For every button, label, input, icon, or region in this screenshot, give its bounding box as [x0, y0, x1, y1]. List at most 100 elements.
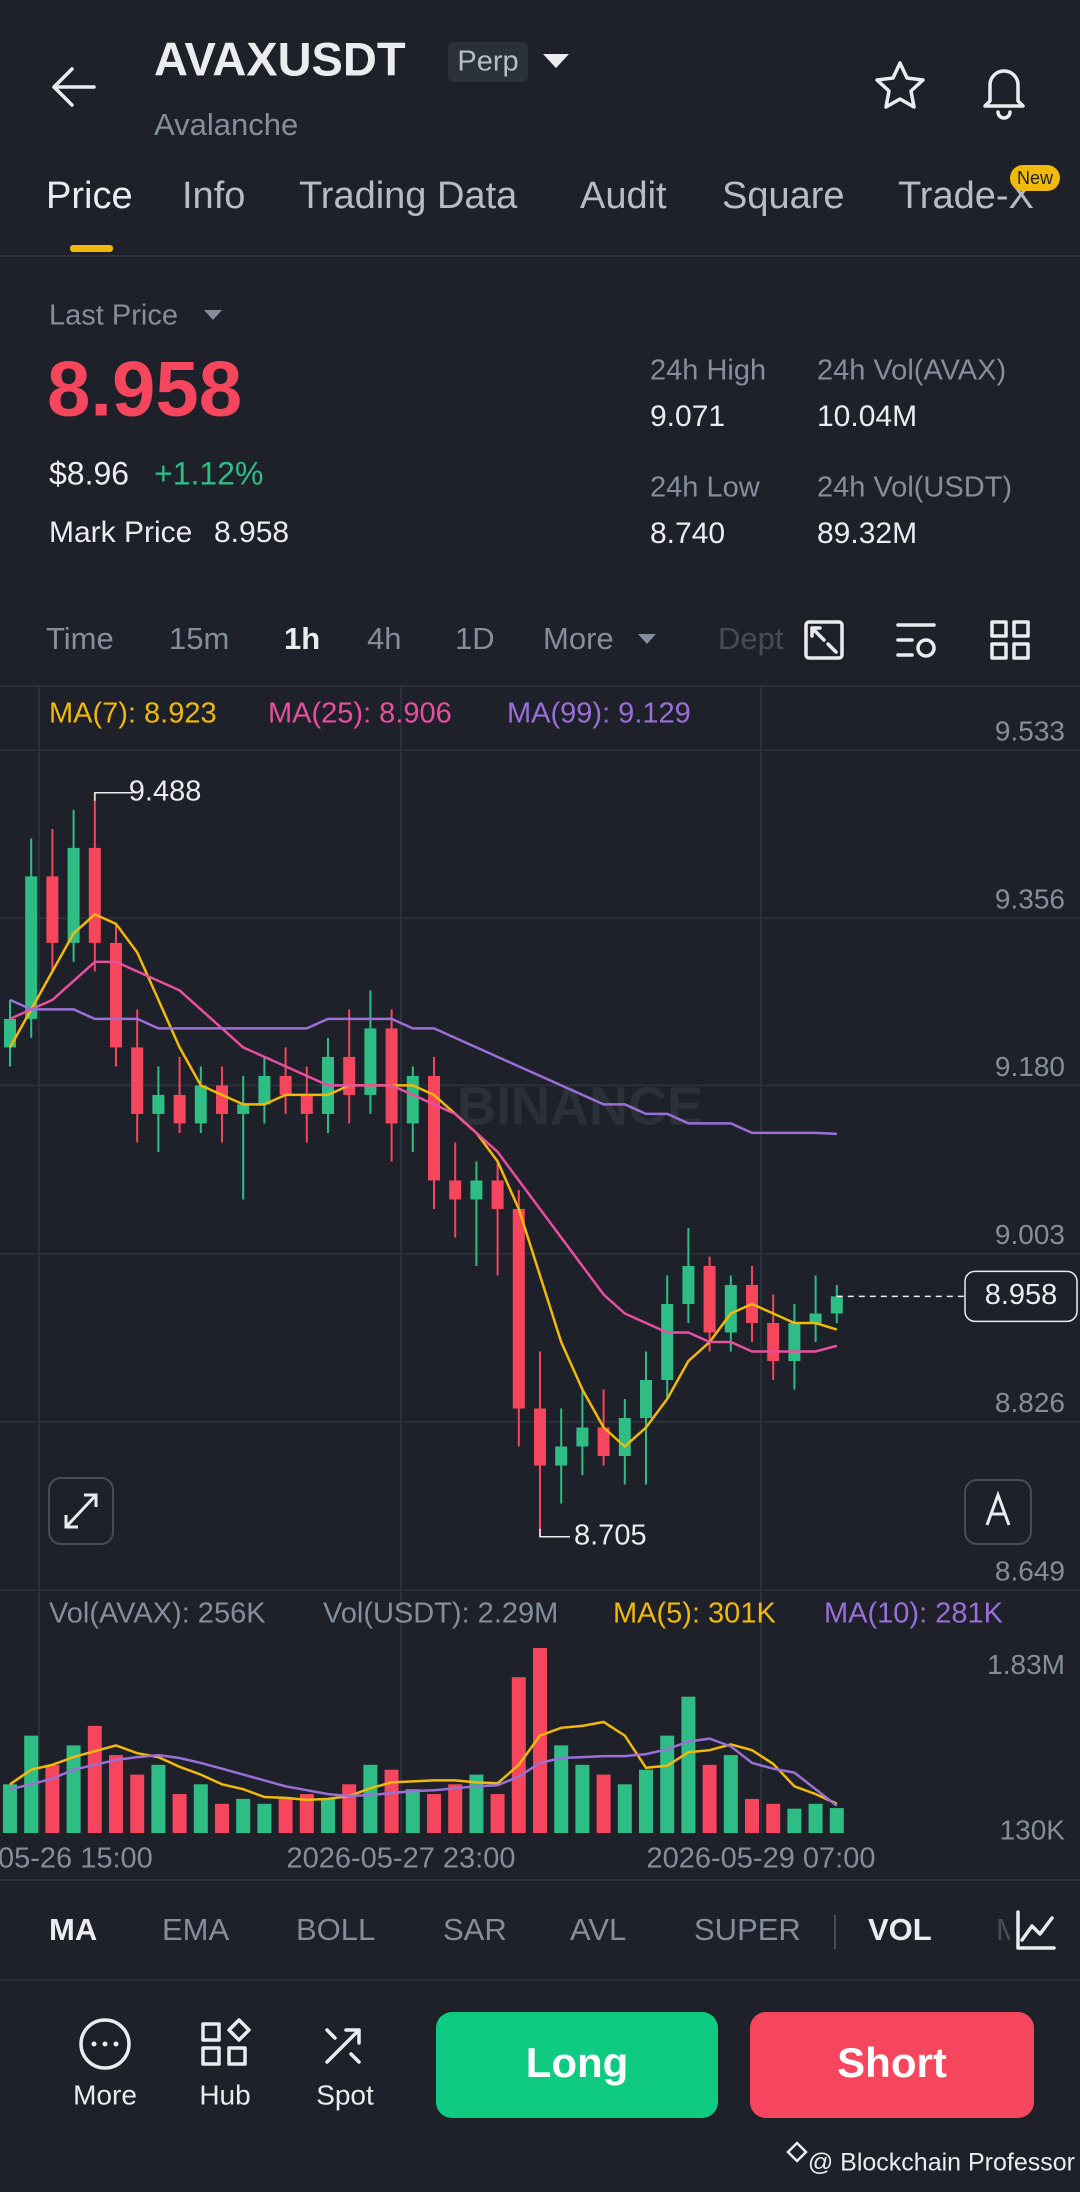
tab[interactable]: Square — [722, 175, 845, 217]
volume-bar — [660, 1735, 675, 1833]
volume-legend: Vol(AVAX): 256K — [49, 1598, 266, 1630]
long-button[interactable] — [436, 2012, 718, 2118]
volume-bar — [448, 1784, 463, 1833]
indicator[interactable]: SAR — [443, 1912, 507, 1947]
back-button[interactable] — [52, 67, 96, 107]
y-tick-label: 9.533 — [995, 715, 1065, 746]
candle-body — [46, 876, 59, 943]
stat-label: 24h Vol(AVAX) — [817, 355, 1006, 387]
volume-bar — [130, 1774, 145, 1833]
candle-body — [534, 1408, 546, 1466]
tab-indicator — [70, 245, 113, 252]
stat-value: 9.071 — [650, 400, 725, 433]
x-tick-label: 2026-05-27 23:00 — [287, 1843, 516, 1875]
volume-tick-label: 130K — [1000, 1815, 1066, 1846]
kline-chart: 9.533 9.356 9.180 9.003 8.826 8.649 BINANCE MA(… — [0, 687, 1080, 1875]
y-tick-label: 8.826 — [995, 1387, 1065, 1418]
volume-bar — [109, 1755, 123, 1833]
expand-button[interactable] — [48, 1477, 114, 1545]
volume-bar — [745, 1798, 759, 1833]
interval[interactable]: 1h — [284, 621, 320, 656]
tab[interactable]: Info — [182, 175, 245, 217]
low-leader — [539, 1528, 570, 1538]
short-label[interactable]: Short — [837, 2039, 947, 2086]
stat-label: 24h High — [650, 355, 766, 387]
volume-bar — [787, 1808, 802, 1833]
volume-bar — [723, 1755, 738, 1833]
candle-body — [110, 942, 122, 1048]
auto-button[interactable] — [964, 1479, 1032, 1545]
stat-label: 24h Vol(USDT) — [817, 472, 1012, 504]
candle-body — [67, 847, 80, 943]
indicator[interactable]: BOLL — [296, 1912, 375, 1947]
y-tick-label: 9.356 — [995, 884, 1065, 915]
volume-tick-label: 1.83M — [987, 1649, 1065, 1680]
new-badge — [1010, 165, 1060, 191]
interval[interactable]: 15m — [169, 621, 229, 656]
candle-body — [364, 1028, 377, 1095]
tab[interactable]: Trading Data — [299, 175, 518, 217]
toolbar-bg — [790, 610, 1080, 672]
more-dropdown[interactable] — [638, 634, 656, 644]
candle-body — [237, 1104, 250, 1114]
action-icons[interactable] — [79, 2018, 361, 2070]
indicator[interactable]: SUPER — [694, 1912, 801, 1947]
tab[interactable]: Audit — [580, 175, 667, 217]
divider — [0, 255, 1080, 257]
action-label[interactable]: Spot — [316, 2079, 374, 2110]
high-leader — [94, 792, 133, 801]
divider — [0, 685, 1080, 687]
volume-bar — [278, 1798, 293, 1833]
candle-body — [152, 1094, 165, 1114]
volume-bar — [257, 1803, 272, 1833]
tab[interactable]: Price — [46, 175, 133, 217]
y-tick-label: 8.649 — [995, 1555, 1065, 1586]
price-type-dropdown[interactable] — [204, 310, 222, 320]
volume-bar — [236, 1798, 251, 1833]
volume-bar — [808, 1803, 823, 1833]
interval[interactable]: More — [543, 621, 614, 656]
indicator[interactable]: EMA — [162, 1912, 230, 1947]
indicator[interactable]: AVL — [570, 1912, 626, 1947]
alert-button[interactable] — [983, 69, 1025, 120]
action-label[interactable]: More — [73, 2079, 137, 2110]
symbol-dropdown[interactable] — [543, 54, 569, 68]
indicator[interactable]: MA — [49, 1912, 97, 1947]
candle-body — [343, 1056, 356, 1095]
last-price: 8.958 — [47, 345, 242, 433]
candle-body — [788, 1322, 801, 1361]
candle-body — [555, 1446, 568, 1466]
long-label[interactable]: Long — [526, 2039, 629, 2086]
volume-bar — [299, 1794, 314, 1833]
candle-body — [4, 1018, 16, 1048]
candle-body — [194, 1085, 207, 1124]
volume-bar — [3, 1784, 17, 1833]
volume-bar — [554, 1745, 569, 1833]
short-button[interactable] — [750, 2012, 1034, 2118]
indicator[interactable]: VOL — [868, 1912, 932, 1947]
volume-bar — [575, 1764, 590, 1833]
interval[interactable]: Dept — [718, 621, 784, 656]
favorite-button[interactable] — [875, 61, 925, 109]
candle-body — [703, 1265, 716, 1333]
interval[interactable]: 1D — [455, 621, 495, 656]
chart-watermark: BINANCE — [457, 1076, 703, 1136]
icon-bg — [1010, 1900, 1080, 1964]
separator — [834, 1915, 836, 1949]
candle-body — [767, 1322, 780, 1361]
current-price-box — [964, 1270, 1078, 1323]
volume-bar — [87, 1725, 102, 1833]
interval[interactable]: Time — [46, 621, 114, 656]
candle-body — [428, 1075, 440, 1181]
ma-legend: MA(7): 8.923 — [49, 698, 217, 730]
low-label: 8.705 — [574, 1519, 647, 1551]
volume-bar — [427, 1794, 441, 1833]
action-label[interactable]: Hub — [199, 2079, 250, 2110]
current-price: 8.958 — [985, 1279, 1058, 1311]
interval[interactable]: 4h — [367, 621, 401, 656]
volume-bar — [321, 1798, 335, 1833]
chart-tools[interactable] — [804, 620, 1030, 660]
indicator-settings[interactable] — [1016, 1910, 1056, 1950]
candle-body — [131, 1047, 144, 1114]
candle-body — [216, 1085, 228, 1114]
